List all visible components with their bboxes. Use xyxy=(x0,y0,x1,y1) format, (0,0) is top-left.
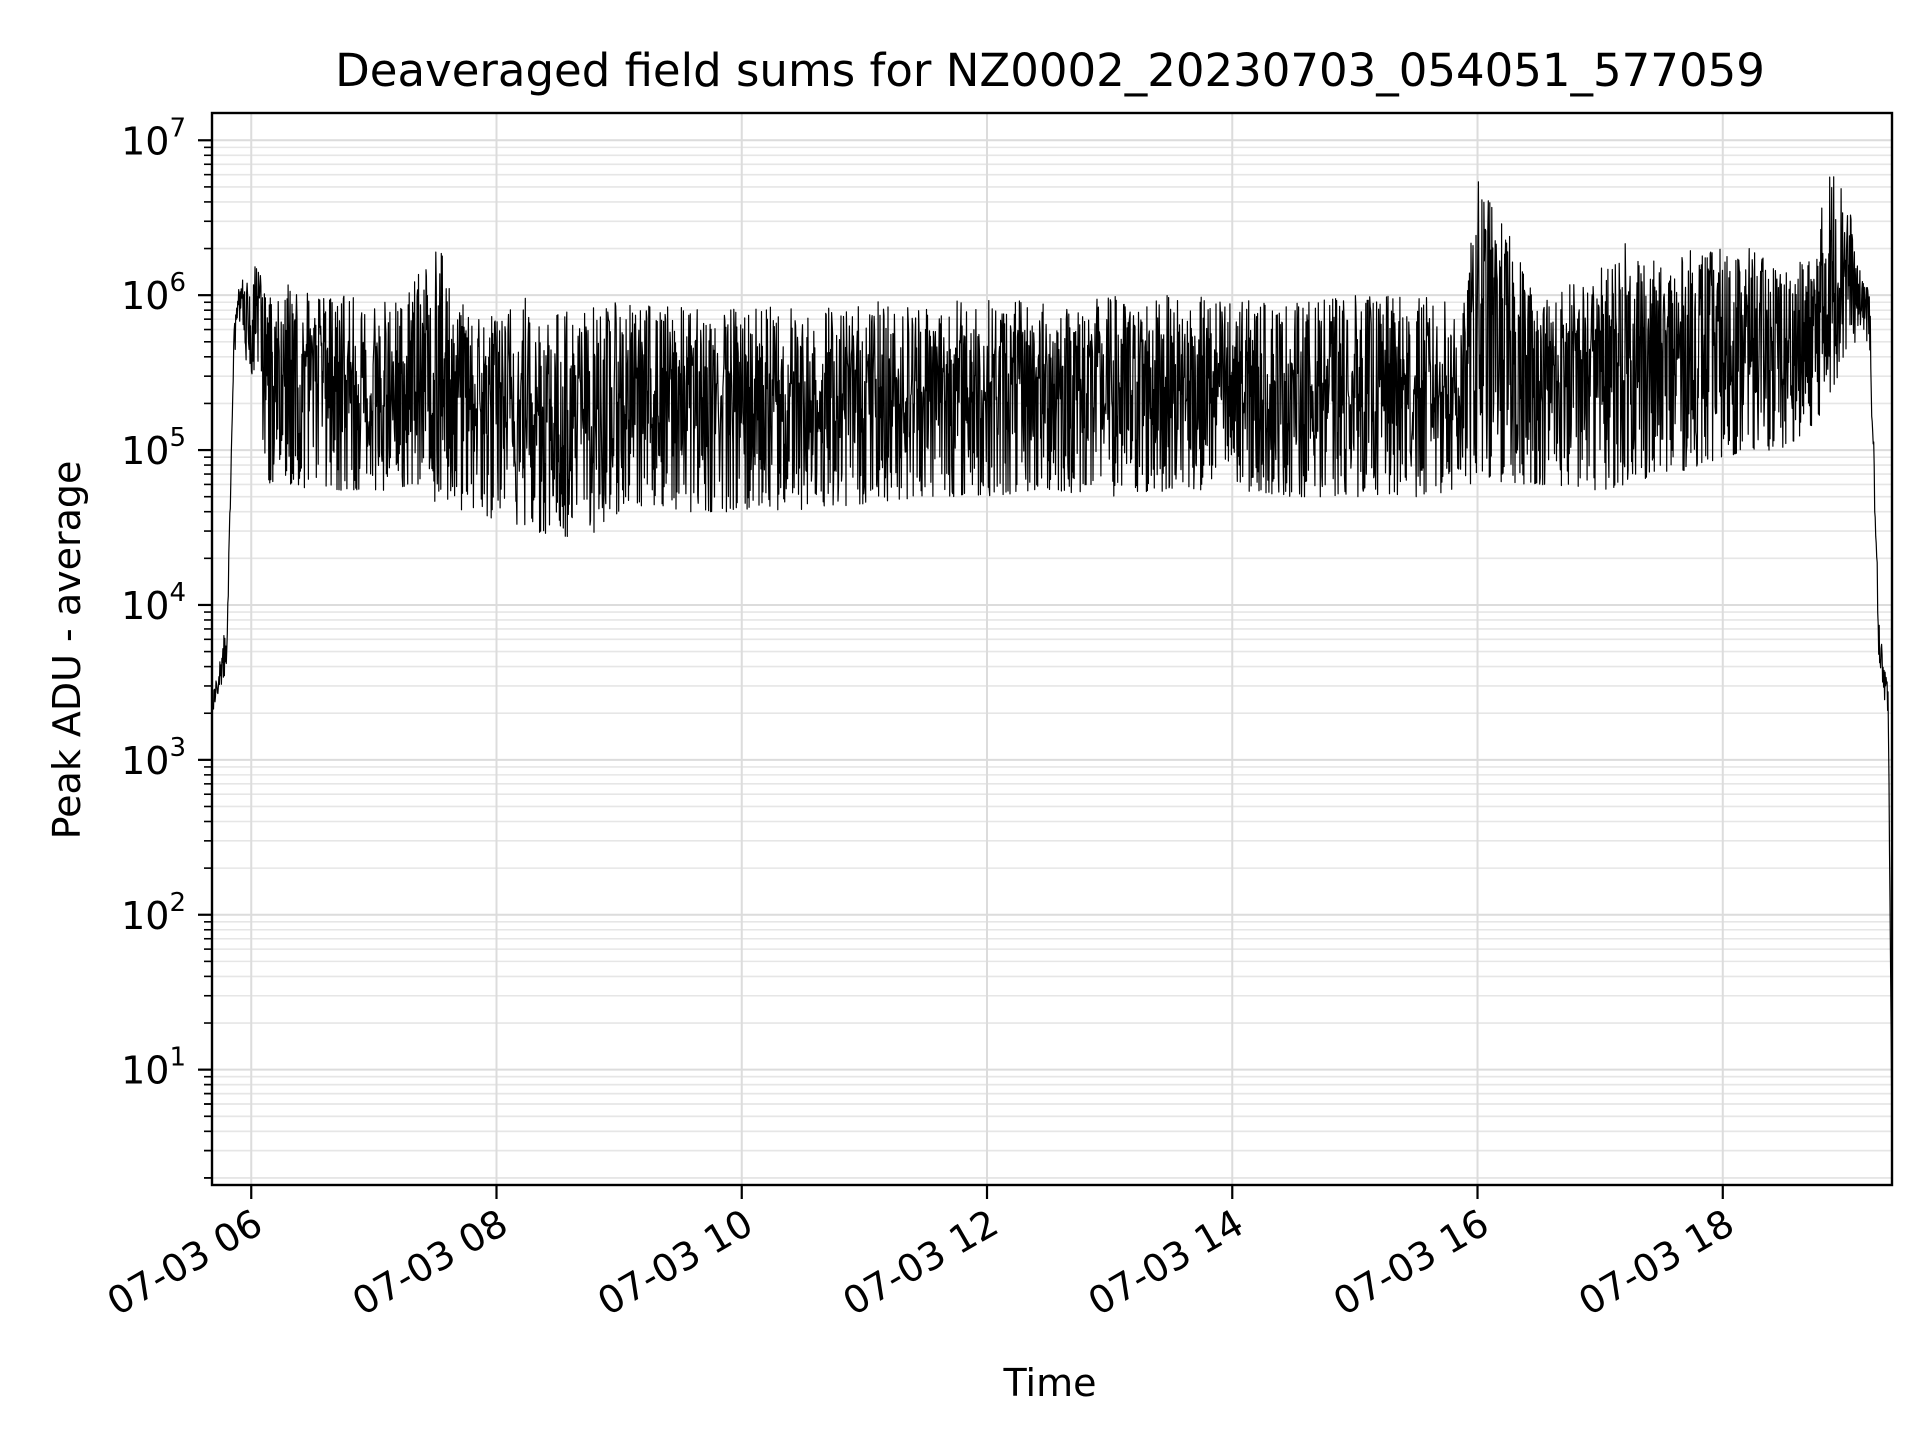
series-line xyxy=(211,176,1893,1135)
y-tick-label: 101 xyxy=(121,1043,186,1093)
y-tick-label: 106 xyxy=(121,268,186,318)
y-tick-label: 102 xyxy=(121,888,186,938)
plot-frame xyxy=(210,111,1894,1187)
y-axis-label: Peak ADU - average xyxy=(45,461,89,840)
y-tick-label: 107 xyxy=(121,113,186,163)
y-tick-label: 103 xyxy=(121,733,186,783)
y-axis-ticks: 101 102 103 104 105 106 107 xyxy=(121,113,212,1179)
y-tick-label: 104 xyxy=(121,578,186,628)
chart-title: Deaveraged field sums for NZ0002_2023070… xyxy=(335,44,1765,97)
grid xyxy=(212,113,1892,1185)
y-tick-label: 105 xyxy=(121,423,186,473)
plot-area xyxy=(211,176,1893,1135)
x-axis-label: Time xyxy=(1003,1361,1097,1405)
